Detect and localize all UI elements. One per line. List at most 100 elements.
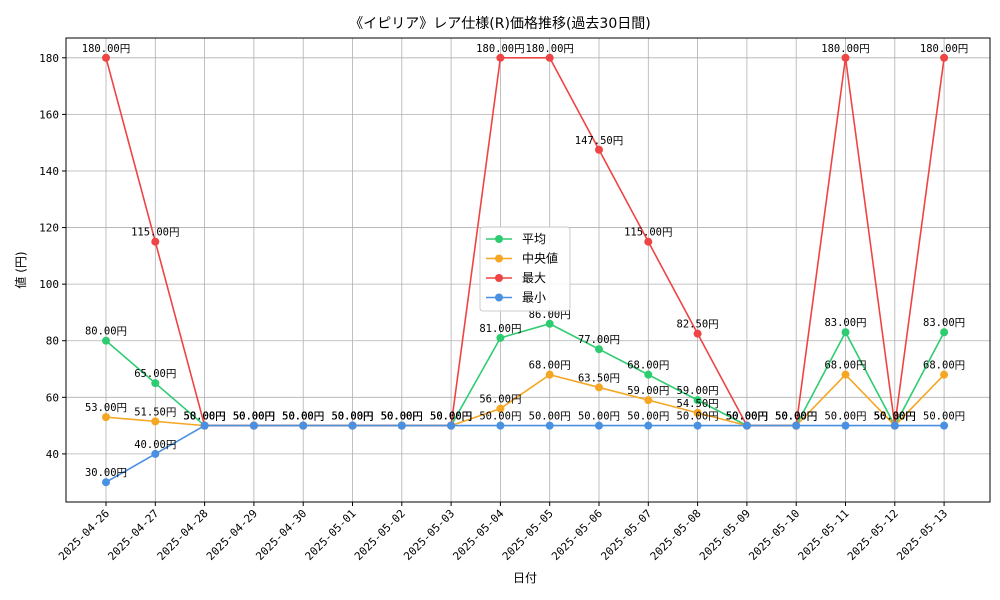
data-label: 50.00円 [726,411,768,423]
data-label: 50.00円 [233,411,275,423]
data-point [940,53,949,62]
x-tick-label: 2025-04-29 [204,507,260,563]
data-label: 50.00円 [923,411,965,423]
series-最小 [102,421,949,487]
x-axis: 2025-04-262025-04-272025-04-282025-04-29… [56,502,950,563]
legend-label: 平均 [522,232,546,246]
data-point [447,421,456,430]
data-label: 68.00円 [529,360,571,372]
data-label: 180.00円 [920,43,968,55]
data-label: 50.00円 [430,411,472,423]
data-label: 50.00円 [233,411,275,423]
series-line [105,322,945,428]
data-point [595,421,603,430]
legend-label: 最小 [522,291,546,305]
data-label: 65.00円 [134,368,176,380]
data-label: 50.00円 [282,411,324,423]
data-label: 50.00円 [874,411,916,423]
data-point [841,421,850,430]
data-label: 180.00円 [82,43,130,55]
plot-frame [65,37,991,503]
y-tick-label: 40 [46,448,59,461]
data-label: 180.00円 [476,43,524,55]
data-point [151,237,160,246]
data-label: 77.00円 [578,334,620,346]
data-label: 50.00円 [381,411,423,423]
data-label: 50.00円 [184,411,226,423]
data-point [742,421,751,430]
x-tick-label: 2025-05-01 [303,507,359,563]
data-label: 56.00円 [479,394,521,406]
data-label: 50.00円 [726,411,768,423]
data-point [102,478,110,487]
x-tick-label: 2025-05-04 [450,507,506,563]
y-tick-label: 120 [39,222,59,235]
data-point [693,408,702,417]
data-label: 80.00円 [85,326,127,338]
data-point [496,404,505,413]
data-label: 51.50円 [134,406,176,418]
legend-box [479,226,571,312]
data-point [102,53,110,62]
data-label: 50.00円 [282,411,324,423]
data-point [545,319,554,328]
data-label: 50.00円 [282,411,324,423]
data-label: 50.00円 [430,411,472,423]
legend-swatch-marker [495,274,503,282]
data-point [397,421,406,430]
data-label: 81.00円 [479,323,521,335]
x-tick-label: 2025-05-09 [697,507,753,563]
y-tick-label: 100 [39,278,59,291]
legend-swatch-marker [495,293,503,302]
legend-label: 最大 [522,271,546,285]
data-point [151,417,160,426]
data-label: 68.00円 [923,360,965,372]
data-label: 83.00円 [824,317,866,329]
data-label: 50.00円 [233,411,275,423]
data-point [496,333,505,342]
data-label: 59.00円 [677,385,719,397]
data-point [595,383,603,392]
y-axis-title: 値 (円) [13,251,28,288]
data-point [545,370,554,379]
data-label: 50.00円 [529,411,571,423]
y-tick-label: 60 [46,391,59,404]
data-label: 180.00円 [525,43,573,55]
data-label: 50.00円 [775,411,817,423]
data-point [693,421,702,430]
legend-label: 中央値 [522,251,558,266]
data-point [348,421,357,430]
data-label: 68.00円 [627,360,669,372]
data-point [792,421,801,430]
data-label: 50.00円 [331,411,373,423]
data-label: 50.00円 [775,411,817,423]
chart-title: 《イピリア》レア仕様(R)価格推移(過去30日間) [349,16,650,32]
x-tick-label: 2025-05-12 [845,507,901,563]
data-label: 50.00円 [184,411,226,423]
data-label: 50.00円 [233,411,275,423]
x-tick-label: 2025-05-11 [796,507,852,563]
data-point [249,421,258,430]
data-label: 50.00円 [775,411,817,423]
x-tick-label: 2025-05-06 [549,507,605,563]
data-point [841,370,850,379]
data-label: 59.00円 [627,385,669,397]
series-line [105,424,945,483]
y-tick-label: 180 [39,52,59,65]
data-point [496,53,505,62]
x-tick-label: 2025-04-27 [105,507,161,563]
data-label: 50.00円 [824,411,866,423]
data-label: 50.00円 [331,411,373,423]
data-label: 50.00円 [479,411,521,423]
data-point [299,421,308,430]
data-label: 115.00円 [131,227,179,239]
data-point [595,145,603,154]
data-point [693,396,702,405]
data-label: 86.00円 [529,309,571,321]
x-axis-title: 日付 [513,571,537,585]
legend-swatch-marker [495,254,503,263]
data-label: 50.00円 [775,411,817,423]
data-label: 50.00円 [430,411,472,423]
